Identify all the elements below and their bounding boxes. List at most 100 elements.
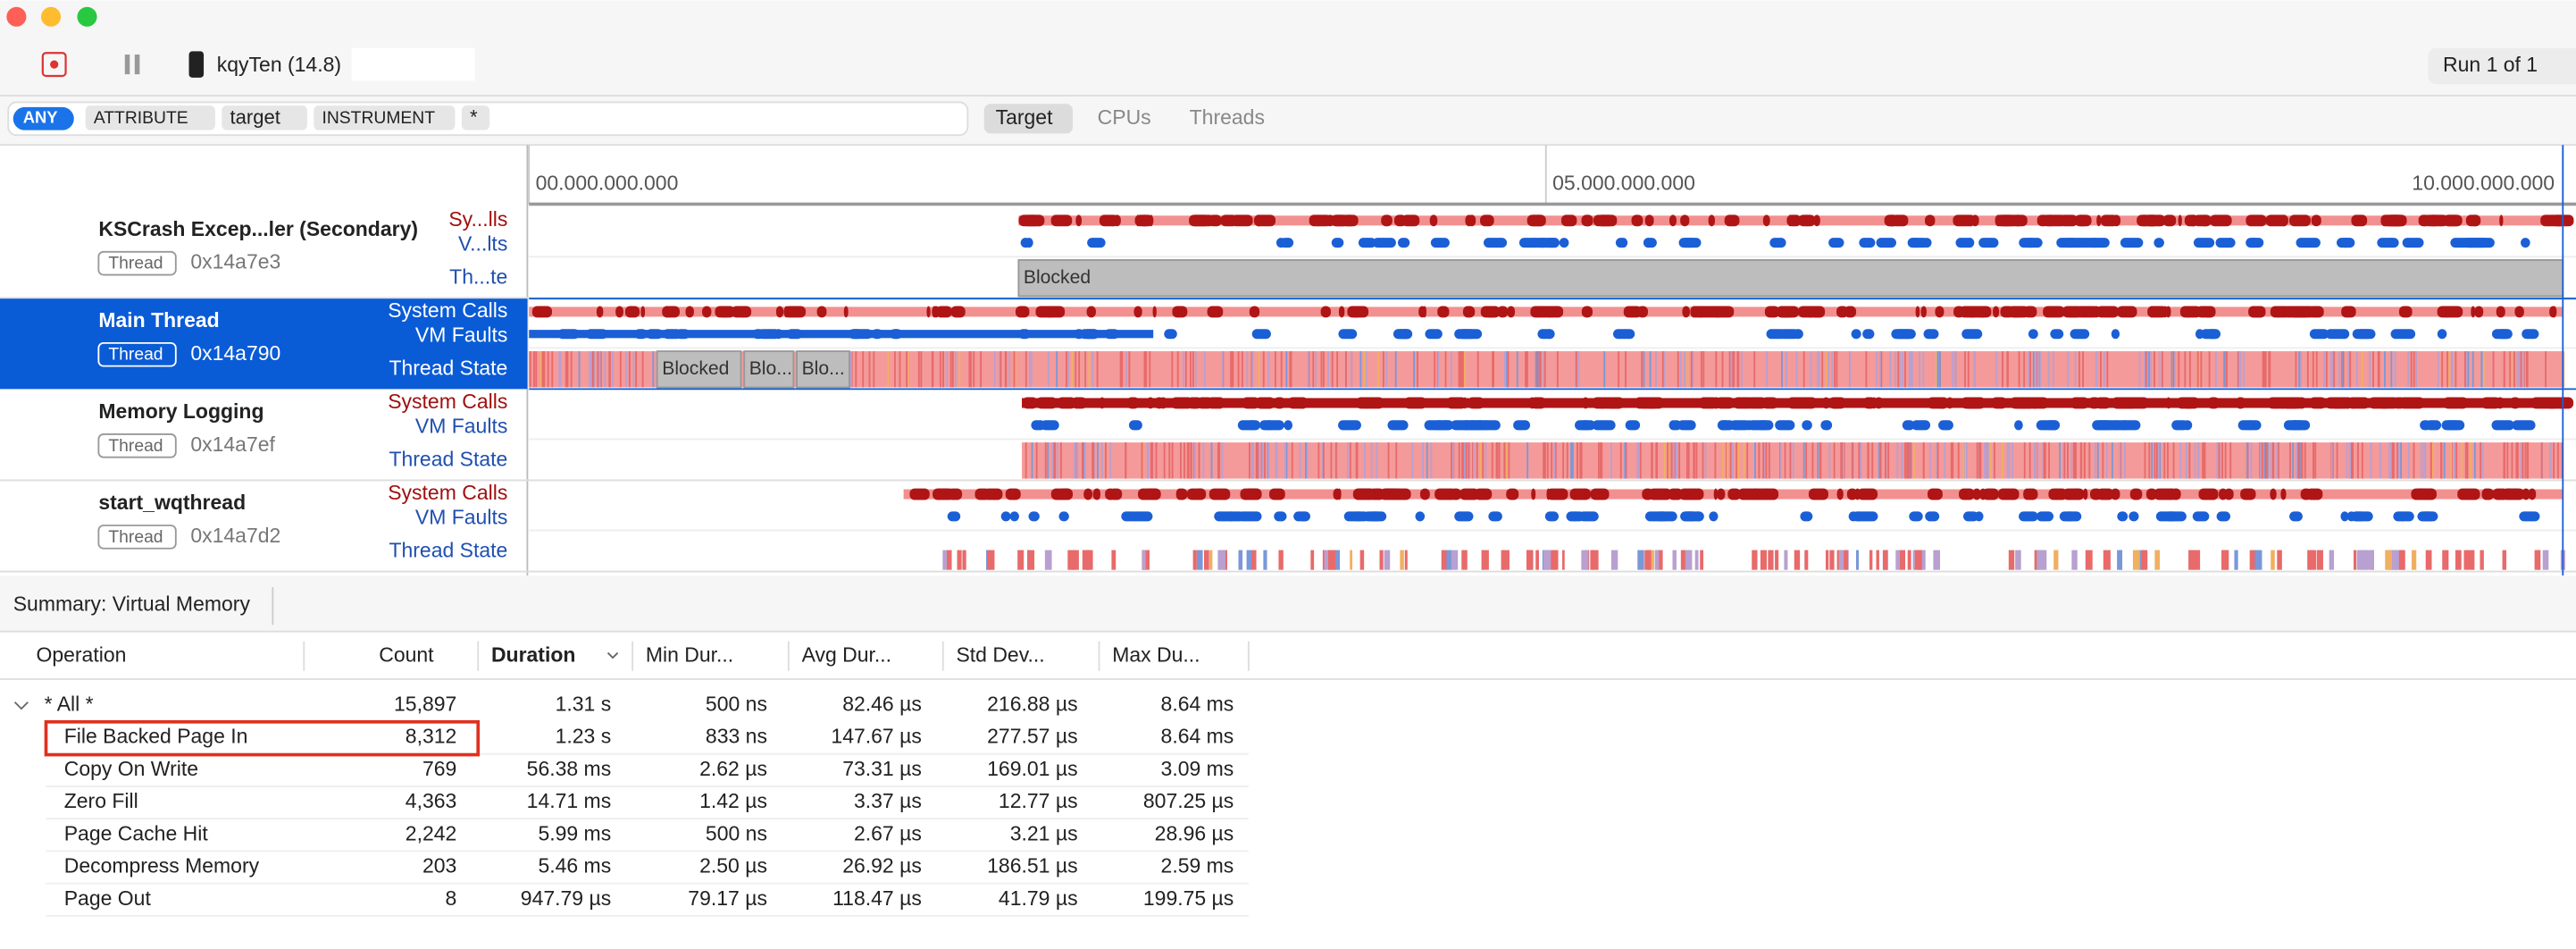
state-slice [2148,351,2150,388]
syscall [1422,306,1426,318]
cell[interactable]: Page Cache Hit [64,821,209,844]
state-slice [2430,442,2432,479]
state-slice [1901,442,1903,479]
column-header[interactable]: Min Dur... [646,642,733,666]
zoom-button[interactable] [77,6,97,27]
state-slice [2545,351,2547,388]
state-slice [2123,442,2126,479]
run-box[interactable] [2428,47,2576,85]
tab[interactable]: CPUs [1098,105,1151,129]
filter-chip[interactable] [461,105,490,130]
state-slice [2222,550,2229,570]
column-header[interactable]: Duration [491,642,576,666]
device-name[interactable]: kqyTen (14.8) [217,53,341,76]
thread-name[interactable]: start_wqthread [98,491,246,514]
syscall [1678,488,1699,500]
cell: 500 ns [706,692,767,715]
column-header[interactable]: Std Dev... [956,642,1044,666]
state-slice [2503,442,2505,479]
state-slice [2074,351,2077,388]
close-button[interactable] [6,6,27,27]
syscall [2187,214,2199,227]
state-slice [1526,351,1528,388]
filter-chip[interactable] [85,105,215,130]
disclosure[interactable] [13,701,29,710]
state-slice [969,351,972,388]
column-header[interactable]: Max Du... [1112,642,1200,666]
state-slice [1363,351,1366,388]
state-slice [2015,550,2021,570]
state-slice [2407,442,2410,479]
column-header[interactable]: Avg Dur... [802,642,892,666]
state-slice [2333,351,2336,388]
syscall [1287,397,1309,409]
syscall [1803,214,1811,227]
state-slice [1829,550,1835,570]
column-header[interactable]: Count [379,642,434,666]
state-slice [1364,442,1366,479]
vm-fault [646,329,664,340]
any-chip[interactable] [13,106,74,130]
state-slice [1163,442,1166,479]
syscall [2388,214,2403,227]
cell[interactable]: Copy On Write [64,757,198,780]
state-slice [1291,442,1293,479]
thread-name[interactable]: Memory Logging [98,399,263,423]
state-slice [2245,442,2247,479]
state-slice [566,351,569,388]
cell[interactable]: * All * [45,692,94,715]
syscall [2147,306,2168,318]
syscall [1480,306,1501,318]
vm-fault [2402,238,2424,248]
state-slice [1841,442,1843,479]
track-label: System Calls [388,390,507,413]
state-slice [2196,351,2199,388]
cell[interactable]: File Backed Page In [64,725,248,748]
minimize-button[interactable] [40,6,62,27]
cell[interactable]: Decompress Memory [64,854,260,878]
vm-fault [1104,329,1120,340]
thread-name[interactable]: KSCrash Excep...ler (Secondary) [98,217,418,240]
state-slice [2510,351,2513,388]
state-slice [590,351,592,388]
syscall [739,306,749,318]
record-button[interactable] [41,52,67,78]
tab[interactable]: Target [996,105,1053,129]
filter-chip[interactable] [314,105,456,130]
state-slice [1119,351,1122,388]
column-header[interactable]: Operation [36,642,126,666]
syscall [2137,214,2158,227]
state-slice [1084,351,1087,388]
filter-chip[interactable] [222,105,307,130]
state-slice [1849,351,1852,388]
syscall [2171,488,2181,500]
syscall [1680,214,1690,227]
syscall [2029,397,2049,409]
thread-name[interactable]: Main Thread [98,308,219,332]
state-slice [1437,351,1440,388]
state-slice [2067,442,2069,479]
state-slice [1028,351,1031,388]
vm-fault [2355,329,2376,340]
syscall [2368,397,2391,409]
state-slice [1735,442,1738,479]
state-slice [1351,351,1352,388]
state-slice [1871,442,1874,479]
state-slice [1639,442,1642,479]
state-slice [2525,351,2528,388]
state-slice [968,351,971,388]
summary-label[interactable]: Summary: Virtual Memory [13,592,251,615]
cell[interactable]: Page Out [64,886,152,910]
state-slice [1661,351,1664,388]
cell[interactable]: Zero Fill [64,789,138,812]
state-slice [2150,351,2153,388]
syscall [1356,397,1371,409]
syscall [1412,397,1427,409]
vm-fault [1000,511,1011,522]
tab[interactable]: Threads [1190,105,1265,129]
state-slice [2200,351,2203,388]
state-slice [1536,351,1539,388]
pause-button[interactable] [124,55,140,75]
state-slice [1535,550,1539,570]
